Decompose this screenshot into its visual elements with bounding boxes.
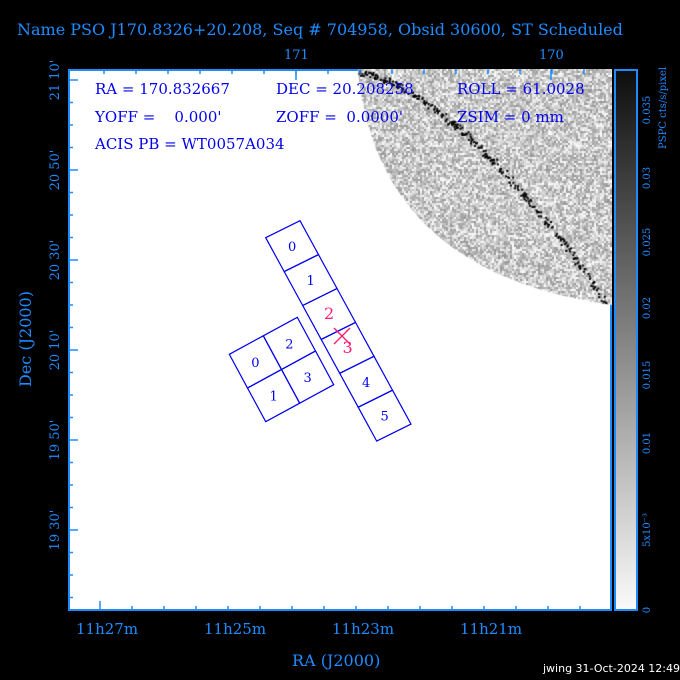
chip-label: 1 xyxy=(306,274,314,289)
plot-window: Name PSO J170.8326+20.208, Seq # 704958,… xyxy=(0,0,680,680)
y-tick-label: 20 50' xyxy=(48,140,64,200)
dec-readout: DEC = 20.208258 xyxy=(276,80,414,98)
y-tick-label: 20 30' xyxy=(48,230,64,290)
y-axis-label: Dec (J2000) xyxy=(17,289,35,389)
y-tick-label: 20 10' xyxy=(48,320,64,380)
chip-label: 2 xyxy=(285,337,293,352)
chip-label: 2 xyxy=(324,304,334,323)
chip-label: 5 xyxy=(380,410,388,425)
colorbar-label: PSPC cts/s/pixel xyxy=(658,69,670,149)
ra-readout: RA = 170.832667 xyxy=(95,80,230,98)
colorbar xyxy=(614,69,638,611)
colorbar-tick-label: 0.025 xyxy=(642,212,654,272)
x-tick-label: 11h25m xyxy=(204,620,266,638)
chip-label: 3 xyxy=(303,371,311,386)
colorbar-tick-label: 0.01 xyxy=(642,413,654,473)
y-tick-label: 19 50' xyxy=(48,410,64,470)
chip-label: 1 xyxy=(269,390,277,405)
top-tick-label: 171 xyxy=(284,48,309,63)
y-tick-label: 19 30' xyxy=(48,500,64,560)
colorbar-tick-label: 0.03 xyxy=(642,148,654,208)
x-tick-label: 11h21m xyxy=(460,620,522,638)
y-tick-label: 21 10' xyxy=(48,50,64,110)
colorbar-tick-label: 0.015 xyxy=(642,345,654,405)
zoff-readout: ZOFF = 0.0000' xyxy=(276,108,403,126)
yoff-readout: YOFF = 0.000' xyxy=(95,108,222,126)
x-tick-label: 11h27m xyxy=(76,620,138,638)
top-tick-label: 170 xyxy=(539,48,564,63)
acis-pb-readout: ACIS PB = WT0057A034 xyxy=(95,135,285,153)
zsim-readout: ZSIM = 0 mm xyxy=(457,108,564,126)
overlay: 0123450123 xyxy=(0,0,680,680)
colorbar-tick-label: 0 xyxy=(642,580,654,640)
x-tick-label: 11h23m xyxy=(332,620,394,638)
x-axis-label: RA (J2000) xyxy=(292,651,380,670)
chip-label: 0 xyxy=(288,240,296,255)
colorbar-tick-label: 0.035 xyxy=(642,80,654,140)
roll-readout: ROLL = 61.0028 xyxy=(457,80,585,98)
colorbar-tick-label: 5x10⁻³ xyxy=(642,500,654,560)
chip-label: 4 xyxy=(362,376,370,391)
chip-label: 0 xyxy=(251,356,259,371)
colorbar-tick-label: 0.02 xyxy=(642,278,654,338)
footer-credit: jwing 31-Oct-2024 12:49 xyxy=(543,662,680,675)
